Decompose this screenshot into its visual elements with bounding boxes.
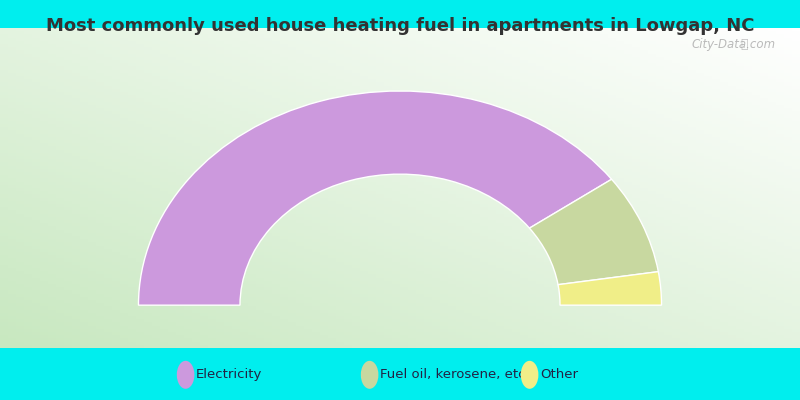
Ellipse shape xyxy=(361,361,378,389)
Wedge shape xyxy=(558,272,662,305)
Text: City-Data.com: City-Data.com xyxy=(692,38,776,51)
Text: Other: Other xyxy=(540,368,578,381)
Text: ⓘ: ⓘ xyxy=(741,38,748,51)
Ellipse shape xyxy=(177,361,194,389)
Text: Fuel oil, kerosene, etc.: Fuel oil, kerosene, etc. xyxy=(380,368,530,381)
Ellipse shape xyxy=(521,361,538,389)
Text: Electricity: Electricity xyxy=(196,368,262,381)
Wedge shape xyxy=(530,179,658,285)
Text: Most commonly used house heating fuel in apartments in Lowgap, NC: Most commonly used house heating fuel in… xyxy=(46,17,754,35)
Wedge shape xyxy=(138,91,611,305)
